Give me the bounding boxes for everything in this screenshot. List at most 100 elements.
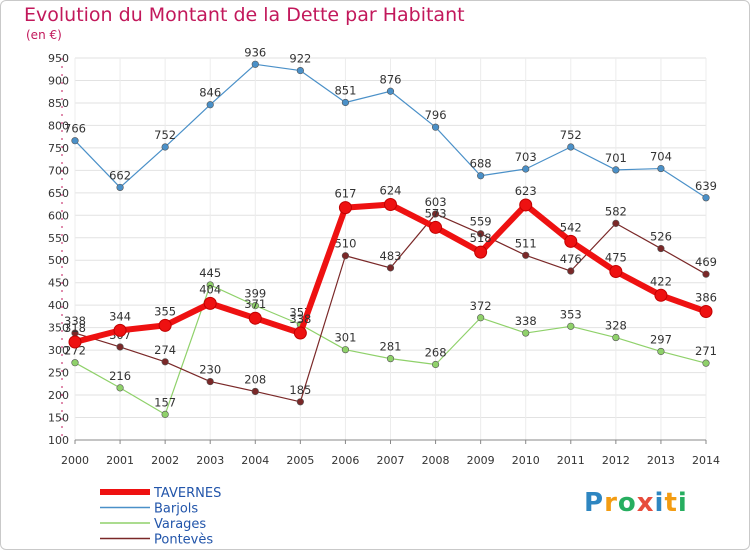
data-point	[116, 183, 124, 192]
data-label: 386	[695, 290, 717, 304]
data-point	[386, 264, 395, 272]
data-label: 639	[695, 179, 717, 193]
data-label: 688	[470, 157, 492, 171]
x-tick-label: 2012	[602, 454, 630, 467]
data-point	[206, 101, 214, 109]
data-point	[431, 123, 440, 131]
data-label: 301	[334, 331, 356, 345]
data-label: 328	[605, 319, 627, 333]
chart-title: Evolution du Montant de la Dette par Hab…	[24, 4, 465, 26]
data-point	[341, 252, 350, 260]
data-point	[522, 251, 530, 259]
data-label: 559	[470, 215, 492, 229]
data-point	[161, 410, 169, 418]
data-label: 338	[64, 314, 86, 328]
data-label: 511	[515, 236, 537, 250]
data-label: 766	[64, 122, 86, 136]
data-label: 624	[380, 184, 402, 198]
data-point	[657, 347, 665, 356]
data-point	[158, 318, 172, 332]
data-point	[429, 220, 443, 234]
data-label: 185	[289, 383, 311, 397]
data-point	[203, 296, 217, 310]
data-label: 372	[470, 299, 492, 313]
data-point	[206, 377, 214, 386]
data-point	[564, 234, 578, 248]
data-label: 230	[199, 363, 221, 377]
data-label: 582	[605, 204, 627, 218]
data-point	[612, 166, 620, 174]
x-tick-label: 2004	[241, 454, 269, 467]
data-label: 703	[515, 150, 537, 164]
data-label: 469	[695, 255, 717, 269]
y-tick-label: 450	[48, 277, 69, 290]
data-point	[699, 304, 713, 318]
data-point	[477, 314, 485, 322]
data-label: 704	[650, 150, 672, 164]
data-point	[612, 219, 620, 227]
data-point	[567, 322, 575, 330]
data-point	[522, 329, 530, 337]
data-point	[609, 264, 623, 278]
data-label: 922	[289, 52, 311, 66]
data-point	[567, 143, 575, 151]
data-label: 338	[289, 312, 311, 326]
data-label: 157	[154, 395, 176, 409]
y-tick-label: 300	[48, 344, 69, 357]
y-tick-label: 700	[48, 164, 69, 177]
data-point	[386, 87, 395, 95]
data-label: 274	[154, 343, 176, 357]
data-point	[477, 230, 485, 238]
data-label: 344	[109, 309, 131, 323]
y-tick-label: 550	[48, 232, 69, 245]
data-label: 510	[334, 237, 356, 251]
data-label: 272	[64, 344, 86, 358]
data-point	[71, 137, 79, 145]
data-point	[161, 143, 169, 151]
data-point	[702, 194, 710, 202]
data-label: 617	[334, 187, 356, 201]
y-tick-label: 800	[48, 119, 69, 132]
chart-unit: (en €)	[26, 28, 62, 42]
data-point	[474, 245, 488, 259]
data-point	[431, 210, 440, 218]
data-point	[251, 302, 259, 310]
data-label: 662	[109, 168, 131, 182]
data-label: 371	[244, 297, 266, 311]
series-barjols: 766 662 752 846 936 922 851 876 796 688 703 752 701 7…	[64, 45, 717, 202]
y-tick-label: 900	[48, 74, 69, 87]
data-point	[206, 281, 214, 289]
data-label: 518	[470, 231, 492, 245]
data-point	[702, 270, 710, 278]
x-tick-label: 2005	[286, 454, 314, 467]
data-point	[251, 60, 259, 68]
y-tick-label: 950	[48, 52, 69, 65]
data-label: 701	[605, 151, 627, 165]
y-tick-label: 150	[48, 412, 69, 425]
x-tick-label: 2014	[692, 454, 720, 467]
data-label: 422	[650, 274, 672, 288]
data-point	[296, 398, 304, 406]
x-tick-label: 2009	[467, 454, 495, 467]
data-label: 796	[425, 108, 447, 122]
legend-label: TAVERNES	[153, 486, 221, 501]
data-point	[116, 384, 124, 392]
data-point	[161, 358, 169, 366]
y-tick-label: 750	[48, 142, 69, 155]
data-point	[567, 267, 575, 275]
data-label: 208	[244, 372, 266, 386]
data-point	[341, 98, 350, 107]
data-point	[296, 66, 304, 75]
proxiti-logo: Proxiti	[584, 488, 688, 518]
x-tick-label: 2001	[106, 454, 134, 467]
series-tavernes: 318 344 355 404 371 338 617 624 573 518 623 542 475 4…	[64, 184, 717, 349]
data-label: 216	[109, 369, 131, 383]
y-tick-label: 850	[48, 97, 69, 110]
data-point	[477, 172, 485, 180]
data-point	[338, 201, 352, 215]
data-label: 851	[334, 83, 356, 97]
data-point	[116, 343, 124, 351]
data-label: 318	[64, 321, 86, 335]
x-tick-label: 2000	[61, 454, 89, 467]
